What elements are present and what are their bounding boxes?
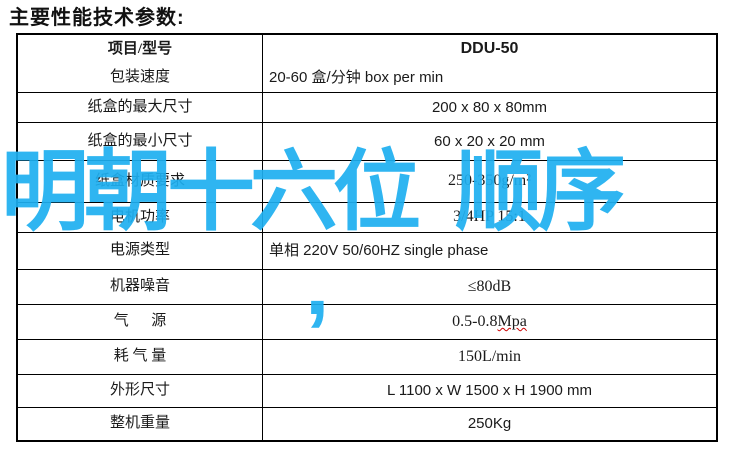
table-row: 包装速度 20-60 盒/分钟 box per min <box>18 64 716 92</box>
spec-label-cell: 包装速度 <box>18 64 263 92</box>
table-row: 气 源 0.5-0.8 Mpa <box>18 304 716 339</box>
page-title: 主要性能技术参数: <box>9 7 185 29</box>
header-item-model-cell: 项目/型号 <box>18 35 263 64</box>
spec-value-cell: 250-350g/m² <box>263 161 716 202</box>
spec-label-cell: 耗 气 量 <box>18 340 263 374</box>
spec-value-text: 60 x 20 x 20 mm <box>434 132 545 150</box>
spec-label-cell: 机器噪音 <box>18 270 263 304</box>
spec-label-cell: 纸盒的最大尺寸 <box>18 93 263 122</box>
table-row: 纸盒的最大尺寸 200 x 80 x 80mm <box>18 92 716 122</box>
spec-table: 项目/型号 DDU-50 包装速度 20-60 盒/分钟 box per min 纸… <box>16 33 718 442</box>
spec-label-cell: 外形尺寸 <box>18 375 263 407</box>
spec-value-text: 250-350g/m² <box>447 172 531 190</box>
spec-value-cell: 0.5-0.8 Mpa <box>263 305 716 339</box>
spec-value-text: L 1100 x W 1500 x H 1900 mm <box>386 382 593 400</box>
spec-label-cell: 气 源 <box>18 305 263 339</box>
table-row: 机器噪音 ≤80dB <box>18 269 716 304</box>
header-model-value-cell: DDU-50 <box>460 40 519 58</box>
table-row: 电机功率 3/4HP 15:1 <box>18 202 716 232</box>
spec-value-cell: ≤80dB <box>263 270 716 304</box>
table-row: 整机重量 250Kg <box>18 407 716 440</box>
spec-value-text: 20-60 盒/分钟 box per min <box>269 69 444 87</box>
spec-label-cell: 电机功率 <box>18 203 263 232</box>
spellcheck-flagged-text: Mpa <box>497 312 527 330</box>
table-row: 纸盒的最小尺寸 60 x 20 x 20 mm <box>18 122 716 160</box>
spec-value-text: 250Kg <box>467 415 512 433</box>
table-header-row: 项目/型号 DDU-50 <box>18 35 716 64</box>
spec-value-cell: 200 x 80 x 80mm <box>263 93 716 122</box>
spec-label-cell: 电源类型 <box>18 233 263 269</box>
spec-value-cell: 20-60 盒/分钟 box per min <box>263 64 716 92</box>
spec-value-cell: 150L/min <box>263 340 716 374</box>
spec-value-text: 3/4HP 15:1 <box>453 208 526 226</box>
spec-label-cell: 纸盒材质要求 <box>18 161 263 202</box>
spec-value-text: 单相 220V 50/60HZ single phase <box>269 242 489 260</box>
table-row: 电源类型 单相 220V 50/60HZ single phase <box>18 232 716 269</box>
table-row: 外形尺寸 L 1100 x W 1500 x H 1900 mm <box>18 374 716 407</box>
spec-label-cell: 纸盒的最小尺寸 <box>18 123 263 160</box>
spec-value-text: 200 x 80 x 80mm <box>431 98 548 116</box>
spec-label-cell: 整机重量 <box>18 408 263 440</box>
table-row: 耗 气 量 150L/min <box>18 339 716 374</box>
spec-value-cell: 3/4HP 15:1 <box>263 203 716 232</box>
spec-value-cell: L 1100 x W 1500 x H 1900 mm <box>263 375 716 407</box>
spec-value-cell: 单相 220V 50/60HZ single phase <box>263 233 716 269</box>
spec-value-cell: 250Kg <box>263 408 716 440</box>
spec-table-body: 包装速度 20-60 盒/分钟 box per min 纸盒的最大尺寸 200 x 8… <box>18 64 716 440</box>
spec-value-text: ≤80dB <box>467 277 512 295</box>
table-row: 纸盒材质要求 250-350g/m² <box>18 160 716 202</box>
spec-value-text: 0.5-0.8 <box>452 312 498 330</box>
spec-value-text: 150L/min <box>457 347 522 365</box>
spec-value-cell: 60 x 20 x 20 mm <box>263 123 716 160</box>
